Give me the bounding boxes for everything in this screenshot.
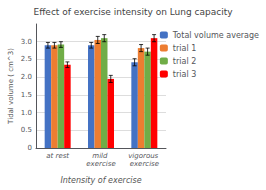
svg-text:1.5: 1.5: [21, 91, 32, 99]
svg-text:2.0: 2.0: [21, 73, 32, 81]
svg-text:exercise: exercise: [130, 160, 159, 168]
svg-text:trial 3: trial 3: [173, 70, 196, 79]
svg-text:Total volume average: Total volume average: [172, 31, 259, 40]
svg-text:exercise: exercise: [86, 160, 115, 168]
svg-text:0: 0: [28, 144, 32, 152]
svg-text:0.5: 0.5: [21, 126, 32, 134]
svg-text:at rest: at rest: [46, 152, 69, 160]
svg-text:Intensity of exercise: Intensity of exercise: [60, 176, 141, 185]
svg-text:2.5: 2.5: [21, 55, 32, 63]
svg-text:trial 1: trial 1: [173, 44, 196, 53]
svg-text:mild: mild: [92, 152, 109, 160]
svg-text:Tidal volume ( cm^3): Tidal volume ( cm^3): [7, 48, 15, 125]
svg-text:Effect of exercise intensity o: Effect of exercise intensity on Lung cap…: [33, 7, 233, 17]
svg-text:3.0: 3.0: [21, 38, 32, 46]
svg-text:trial 2: trial 2: [173, 57, 196, 66]
svg-text:vigorous: vigorous: [128, 152, 160, 160]
svg-text:1.0: 1.0: [21, 109, 32, 117]
